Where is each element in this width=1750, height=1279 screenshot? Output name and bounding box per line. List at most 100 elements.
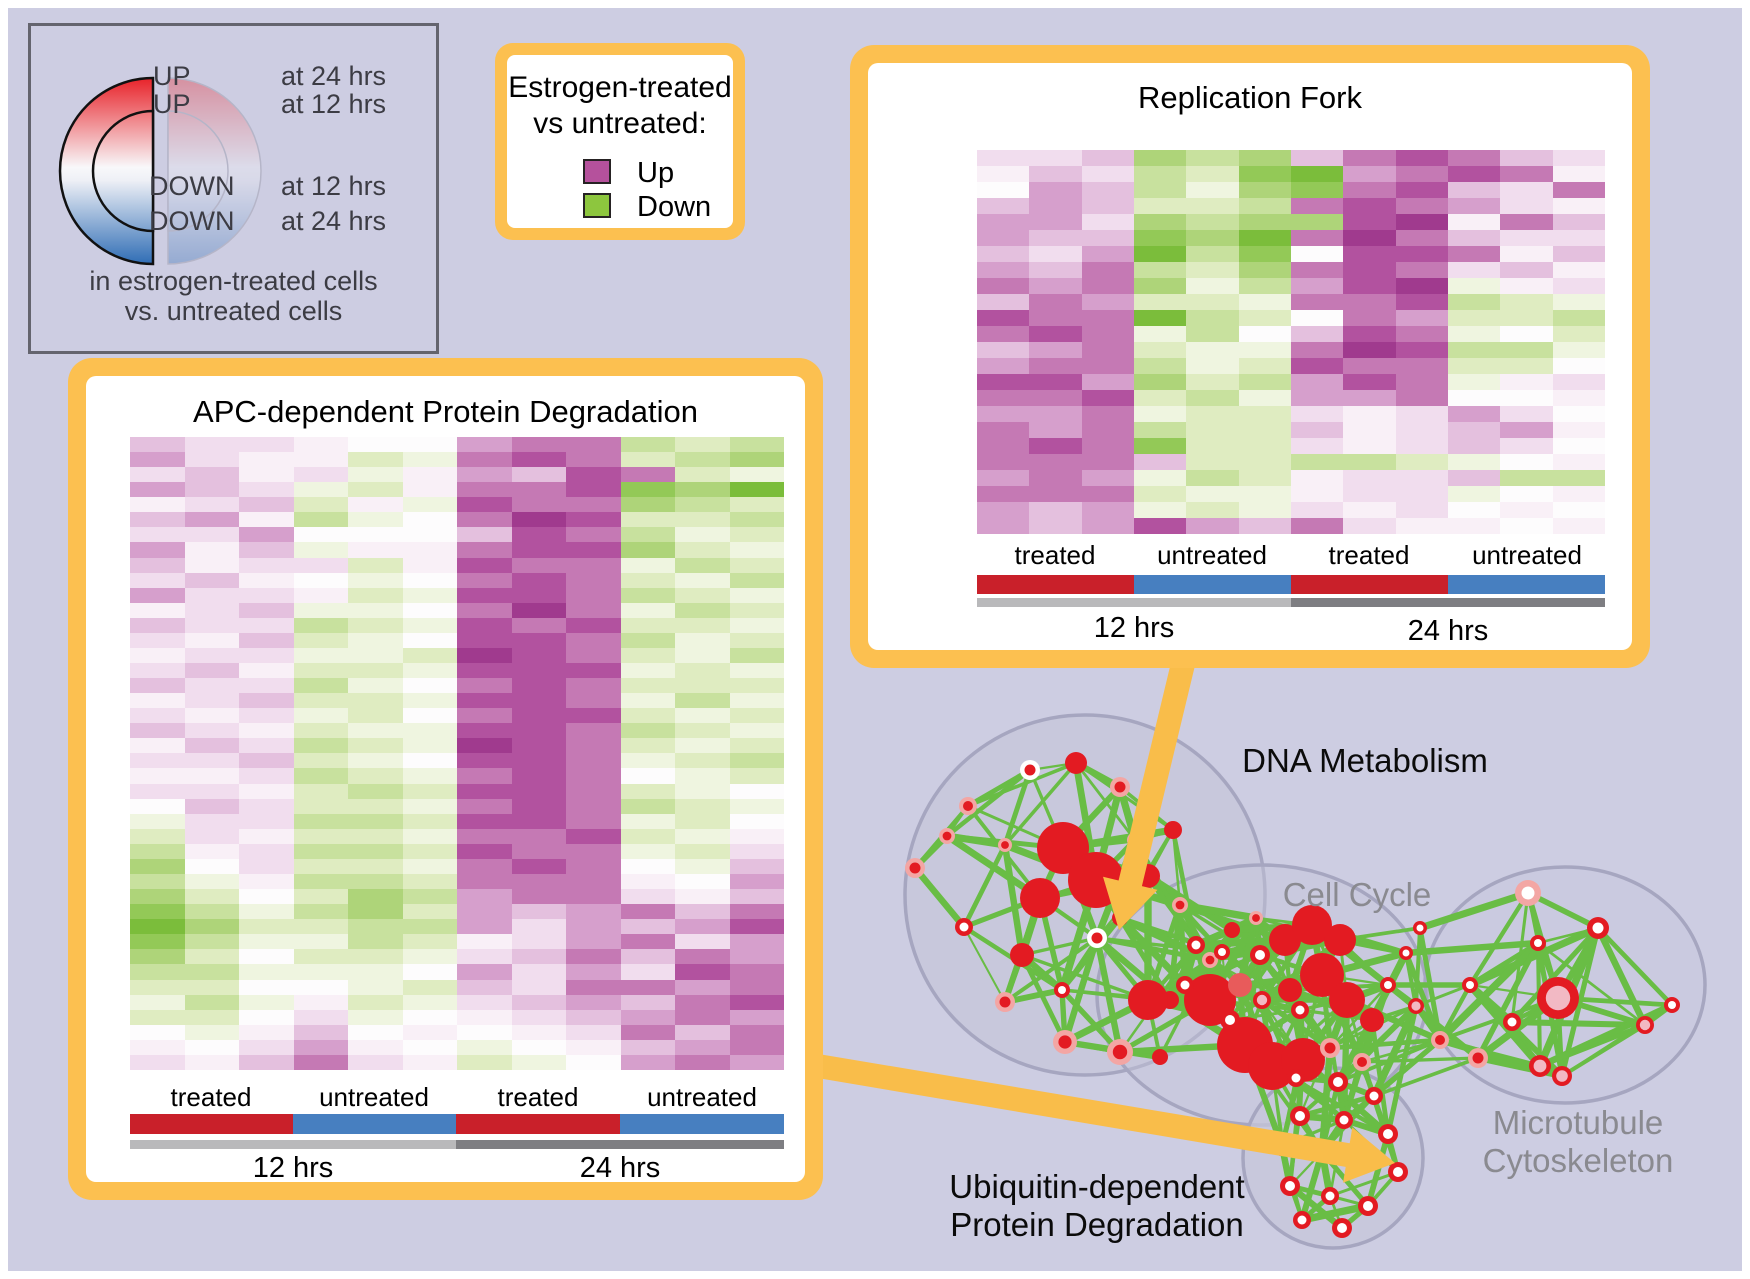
heatmap-cell bbox=[566, 979, 621, 995]
heatmap-cell bbox=[1081, 246, 1134, 262]
heatmap-cell bbox=[977, 182, 1030, 198]
apc-group-label-4: untreated bbox=[647, 1082, 757, 1112]
heatmap-cell bbox=[293, 708, 348, 724]
heatmap-cell bbox=[1133, 230, 1187, 246]
heatmap-cell bbox=[457, 647, 512, 663]
heatmap-cell bbox=[348, 738, 403, 754]
heatmap-cell bbox=[977, 518, 1030, 534]
heatmap-cell bbox=[620, 452, 675, 468]
apc-untreated-bar-2 bbox=[620, 1114, 784, 1134]
heatmap-cell bbox=[293, 934, 348, 950]
heatmap-cell bbox=[620, 482, 675, 498]
heatmap-cell bbox=[729, 873, 784, 890]
heatmap-cell bbox=[293, 662, 348, 678]
heatmap-cell bbox=[1500, 358, 1553, 374]
heatmap-cell bbox=[457, 602, 512, 618]
heatmap-cell bbox=[348, 858, 403, 874]
heatmap-cell bbox=[1290, 406, 1344, 422]
heatmap-cell bbox=[402, 708, 457, 724]
heatmap-cell bbox=[1500, 422, 1553, 438]
rep-treated-bar-2 bbox=[1291, 575, 1448, 594]
circle-legend-footer-2: vs. untreated cells bbox=[124, 296, 343, 326]
heatmap-cell bbox=[239, 587, 294, 603]
heatmap-cell bbox=[457, 587, 512, 603]
heatmap-cell bbox=[1238, 198, 1291, 214]
heatmap-cell bbox=[729, 452, 784, 468]
heatmap-cell bbox=[1552, 326, 1605, 342]
heatmap-cell bbox=[239, 482, 294, 498]
heatmap-cell bbox=[1552, 390, 1605, 406]
heatmap-cell bbox=[402, 723, 457, 739]
heatmap-cell bbox=[729, 753, 784, 769]
heatmap-cell bbox=[511, 723, 566, 739]
heatmap-cell bbox=[457, 1039, 512, 1055]
heatmap-cell bbox=[511, 497, 566, 513]
heatmap-cell bbox=[977, 390, 1030, 406]
heatmap-cell bbox=[130, 617, 185, 633]
heatmap-cell bbox=[511, 768, 566, 784]
heatmap-cell bbox=[293, 572, 348, 588]
heatmap-cell bbox=[348, 889, 403, 905]
heatmap-cell bbox=[293, 873, 348, 890]
heatmap-cell bbox=[675, 873, 730, 890]
heatmap-cell bbox=[620, 904, 675, 920]
heatmap-cell bbox=[1447, 310, 1501, 326]
heatmap-cell bbox=[457, 557, 512, 573]
heatmap-cell bbox=[1500, 486, 1553, 502]
heatmap-cell bbox=[977, 262, 1030, 278]
heatmap-cell bbox=[348, 662, 403, 678]
heatmap-cell bbox=[729, 858, 784, 874]
heatmap-cell bbox=[1186, 422, 1239, 438]
heatmap-cell bbox=[511, 813, 566, 829]
heatmap-cell bbox=[566, 873, 621, 890]
heatmap-cell bbox=[511, 1054, 566, 1070]
heatmap-cell bbox=[566, 617, 621, 633]
heatmap-cell bbox=[1081, 198, 1134, 214]
heatmap-cell bbox=[457, 723, 512, 739]
heatmap-cell bbox=[1395, 150, 1448, 166]
heatmap-cell bbox=[1343, 486, 1396, 502]
rep-24hrs-bar bbox=[1291, 598, 1605, 607]
heatmap-cell bbox=[348, 904, 403, 920]
heatmap-cell bbox=[1447, 278, 1501, 294]
heatmap-cell bbox=[729, 1024, 784, 1040]
heatmap-cell bbox=[1186, 518, 1239, 534]
heatmap-cell bbox=[566, 949, 621, 965]
heatmap-cell bbox=[566, 964, 621, 980]
heatmap-cell bbox=[457, 768, 512, 784]
heatmap-cell bbox=[402, 934, 457, 950]
heatmap-cell bbox=[348, 753, 403, 769]
rep-treated-bar-1 bbox=[977, 575, 1134, 594]
heatmap-cell bbox=[293, 768, 348, 784]
heatmap-cell bbox=[348, 587, 403, 603]
heatmap-cell bbox=[457, 678, 512, 694]
cluster-label: Ubiquitin-dependent bbox=[949, 1168, 1245, 1205]
heatmap-cell bbox=[1029, 470, 1082, 486]
heatmap-cell bbox=[1500, 262, 1553, 278]
heatmap-cell bbox=[457, 873, 512, 890]
heatmap-cell bbox=[620, 934, 675, 950]
apc-12hrs-label: 12 hrs bbox=[252, 1152, 334, 1184]
heatmap-cell bbox=[1500, 374, 1553, 390]
heatmap-cell bbox=[1133, 310, 1187, 326]
heatmap-cell bbox=[184, 1054, 239, 1070]
heatmap-cell bbox=[457, 1054, 512, 1070]
heatmap-cell bbox=[1447, 358, 1501, 374]
heatmap-cell bbox=[348, 678, 403, 694]
heatmap-cell bbox=[1238, 502, 1291, 518]
heatmap-cell bbox=[566, 828, 621, 844]
heatmap-cell bbox=[729, 934, 784, 950]
heatmap-cell bbox=[402, 798, 457, 814]
heatmap-cell bbox=[1133, 358, 1187, 374]
heatmap-cell bbox=[620, 753, 675, 769]
heatmap-cell bbox=[457, 738, 512, 754]
heatmap-cell bbox=[1500, 294, 1553, 310]
heatmap-cell bbox=[348, 919, 403, 935]
heatmap-cell bbox=[457, 708, 512, 724]
heatmap-cell bbox=[239, 617, 294, 633]
heatmap-cell bbox=[566, 843, 621, 859]
heatmap-cell bbox=[1343, 502, 1396, 518]
heatmap-cell bbox=[293, 452, 348, 468]
heatmap-cell bbox=[675, 497, 730, 513]
heatmap-cell bbox=[1290, 278, 1344, 294]
